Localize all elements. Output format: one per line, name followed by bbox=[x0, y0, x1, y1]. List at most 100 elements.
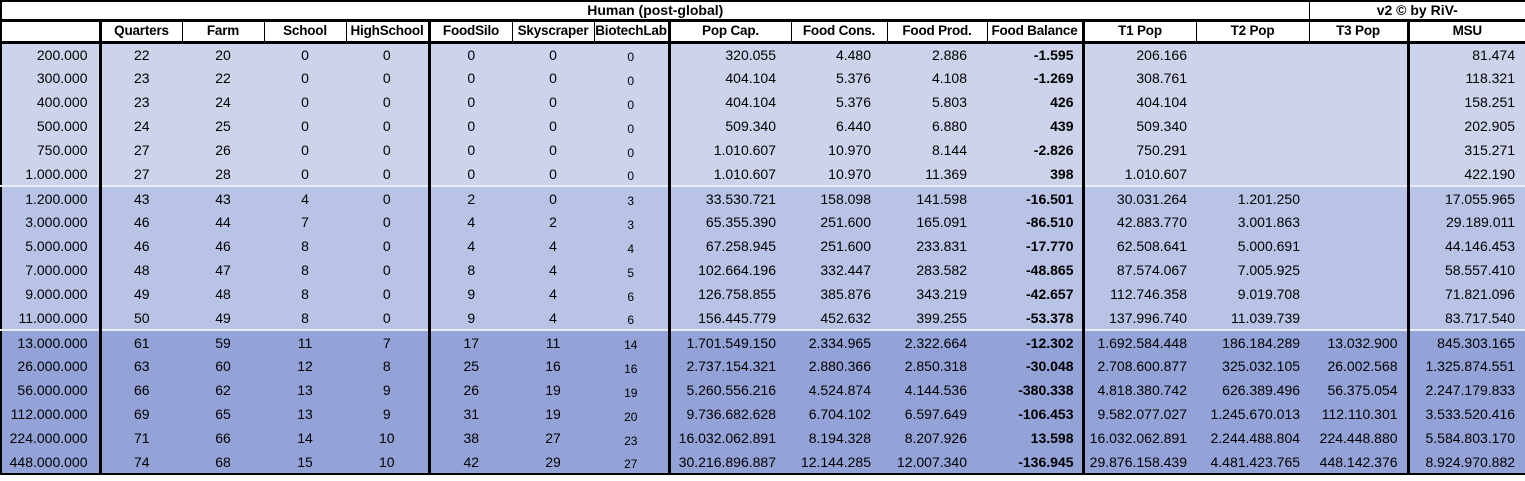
column-header-t3-pop[interactable]: T3 Pop bbox=[1308, 19, 1409, 44]
data-cell[interactable]: 27 bbox=[98, 162, 182, 186]
data-cell[interactable] bbox=[1196, 162, 1309, 186]
data-cell[interactable] bbox=[1309, 282, 1408, 306]
data-cell[interactable]: 2.244.488.804 bbox=[1210, 430, 1301, 446]
data-cell[interactable]: 9 bbox=[427, 306, 512, 330]
data-cell[interactable]: 0 bbox=[382, 309, 391, 326]
data-cell[interactable]: 24 bbox=[215, 94, 231, 110]
data-cell[interactable]: 11.369 bbox=[925, 165, 967, 182]
data-cell[interactable]: 14 bbox=[594, 329, 669, 354]
data-cell[interactable]: 17 bbox=[427, 329, 512, 354]
data-cell[interactable]: 17.055.965 bbox=[1406, 185, 1525, 210]
data-cell[interactable] bbox=[1196, 138, 1309, 162]
data-cell[interactable]: 0 bbox=[627, 145, 635, 160]
data-cell[interactable]: 42.883.770 bbox=[1081, 210, 1196, 234]
data-cell[interactable]: 10 bbox=[378, 430, 395, 446]
data-cell[interactable]: -53.378 bbox=[1026, 309, 1074, 326]
data-cell[interactable]: 1.692.584.448 bbox=[1081, 329, 1196, 354]
column-header-biotechlab[interactable]: BiotechLab bbox=[593, 19, 670, 44]
data-cell[interactable]: 49 bbox=[215, 309, 231, 326]
data-cell[interactable]: 0 bbox=[301, 118, 309, 134]
data-cell[interactable]: -136.945 bbox=[1018, 453, 1074, 470]
data-cell[interactable]: 102.664.196 bbox=[667, 258, 791, 282]
data-cell[interactable]: 62 bbox=[215, 382, 231, 398]
data-cell[interactable]: 448.142.376 bbox=[1319, 453, 1398, 470]
data-cell[interactable]: 26 bbox=[215, 142, 231, 158]
row-population-label[interactable]: 7.000.000 bbox=[25, 262, 88, 278]
data-cell[interactable] bbox=[1309, 185, 1409, 210]
data-cell[interactable]: 0 bbox=[382, 262, 391, 278]
data-cell[interactable]: 27 bbox=[545, 430, 561, 446]
column-header-foodsilo[interactable]: FoodSilo bbox=[427, 19, 513, 44]
data-cell[interactable]: 22 bbox=[215, 70, 231, 86]
data-cell[interactable]: 9 bbox=[427, 282, 512, 306]
data-cell[interactable]: 0 bbox=[301, 142, 309, 158]
data-cell[interactable]: 6.880 bbox=[931, 118, 967, 134]
data-cell[interactable]: 2.322.664 bbox=[887, 329, 987, 354]
data-cell[interactable]: 158.098 bbox=[791, 185, 887, 210]
data-cell[interactable]: 74 bbox=[98, 450, 182, 474]
data-cell[interactable]: 4.480 bbox=[835, 46, 871, 63]
data-cell[interactable]: 23 bbox=[624, 433, 638, 448]
data-cell[interactable]: 16.032.062.891 bbox=[667, 426, 791, 450]
data-cell[interactable]: 50 bbox=[98, 306, 182, 330]
row-population-label[interactable]: 56.000.000 bbox=[17, 382, 88, 398]
data-cell[interactable]: 13.598 bbox=[1030, 430, 1074, 446]
data-cell[interactable]: 0 bbox=[382, 238, 391, 254]
row-population-label[interactable]: 13.000.000 bbox=[1, 329, 100, 354]
row-population-label[interactable]: 224.000.000 bbox=[9, 430, 88, 446]
data-cell[interactable]: 49 bbox=[98, 282, 182, 306]
data-cell[interactable]: 2.247.179.833 bbox=[1406, 378, 1525, 402]
data-cell[interactable]: 15 bbox=[297, 453, 313, 470]
data-cell[interactable]: 87.574.067 bbox=[1081, 258, 1196, 282]
data-cell[interactable]: 16 bbox=[545, 358, 561, 374]
data-cell[interactable] bbox=[1196, 114, 1309, 138]
data-cell[interactable]: 118.321 bbox=[1406, 66, 1525, 90]
data-cell[interactable]: 750.291 bbox=[1081, 138, 1196, 162]
data-cell[interactable]: 7 bbox=[346, 329, 429, 354]
data-cell[interactable]: 29.189.011 bbox=[1406, 210, 1525, 234]
data-cell[interactable]: 0 bbox=[627, 73, 635, 88]
data-cell[interactable]: 10.970 bbox=[828, 142, 871, 158]
data-cell[interactable]: 126.758.855 bbox=[667, 282, 791, 306]
column-header-farm[interactable]: Farm bbox=[181, 19, 265, 44]
data-cell[interactable]: 20 bbox=[215, 46, 231, 63]
data-cell[interactable]: -106.453 bbox=[1018, 406, 1074, 422]
data-cell[interactable]: 5 bbox=[627, 265, 635, 280]
data-cell[interactable]: 5.803 bbox=[931, 94, 967, 110]
data-cell[interactable]: 4 bbox=[549, 262, 557, 278]
data-cell[interactable]: 0 bbox=[427, 42, 512, 66]
data-cell[interactable]: 19 bbox=[624, 385, 638, 400]
data-cell[interactable]: 4.524.874 bbox=[808, 382, 871, 398]
data-cell[interactable]: 2.880.366 bbox=[808, 358, 871, 374]
data-cell[interactable]: 426 bbox=[1050, 94, 1074, 110]
data-cell[interactable]: 43 bbox=[98, 185, 182, 210]
data-cell[interactable]: 44 bbox=[215, 214, 231, 230]
data-cell[interactable]: 71.821.096 bbox=[1406, 282, 1525, 306]
data-cell[interactable]: 69 bbox=[98, 402, 182, 426]
row-population-label[interactable]: 3.000.000 bbox=[25, 214, 88, 230]
data-cell[interactable]: 8 bbox=[301, 238, 309, 254]
data-cell[interactable]: 158.251 bbox=[1406, 90, 1525, 114]
data-cell[interactable]: 83.717.540 bbox=[1406, 306, 1525, 330]
row-population-label[interactable]: 11.000.000 bbox=[18, 309, 88, 326]
data-cell[interactable]: 439 bbox=[1050, 118, 1074, 134]
data-cell[interactable]: 5.584.803.170 bbox=[1406, 426, 1525, 450]
data-cell[interactable]: 31 bbox=[427, 402, 512, 426]
column-header-food-prod[interactable]: Food Prod. bbox=[886, 19, 988, 44]
data-cell[interactable]: 626.389.496 bbox=[1222, 382, 1301, 398]
data-cell[interactable]: 4 bbox=[264, 185, 346, 210]
row-population-label[interactable]: 200.000 bbox=[36, 46, 88, 63]
data-cell[interactable]: 0 bbox=[549, 165, 557, 182]
data-cell[interactable]: 8.207.926 bbox=[904, 430, 967, 446]
data-cell[interactable]: 16.032.062.891 bbox=[1081, 426, 1196, 450]
data-cell[interactable]: 0 bbox=[382, 214, 391, 230]
column-header-food-balance[interactable]: Food Balance bbox=[986, 19, 1084, 44]
data-cell[interactable]: 2.737.154.321 bbox=[667, 354, 791, 378]
data-cell[interactable]: 385.876 bbox=[820, 286, 871, 302]
data-cell[interactable]: 29 bbox=[545, 453, 561, 470]
data-cell[interactable]: 13 bbox=[297, 382, 313, 398]
data-cell[interactable]: 67.258.945 bbox=[667, 234, 791, 258]
data-cell[interactable]: 59 bbox=[182, 329, 264, 354]
data-cell[interactable]: 65 bbox=[215, 406, 231, 422]
column-header-t2-pop[interactable]: T2 Pop bbox=[1195, 19, 1310, 44]
